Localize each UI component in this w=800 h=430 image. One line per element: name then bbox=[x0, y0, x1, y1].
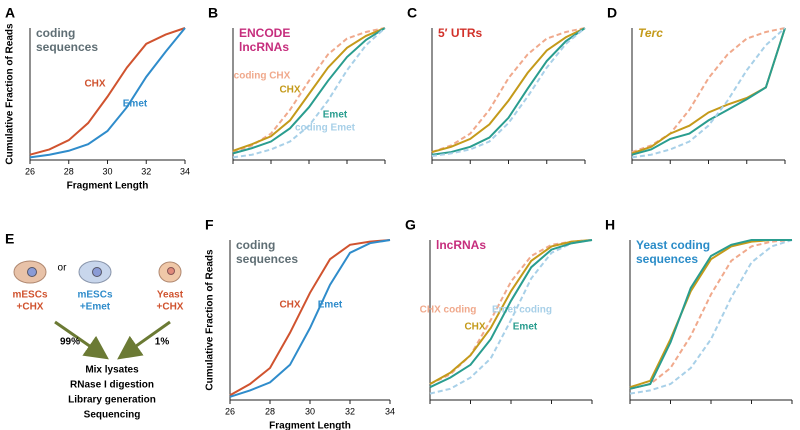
cells bbox=[13, 260, 182, 284]
panel-title: ENCODE lncRNAs bbox=[239, 26, 291, 54]
step-label: RNase I digestion bbox=[70, 380, 154, 391]
step-label: Sequencing bbox=[84, 410, 141, 421]
x-tick-label: 34 bbox=[385, 406, 395, 416]
x-tick-label: 26 bbox=[25, 166, 35, 176]
series-line bbox=[229, 239, 391, 398]
fraction-label: 99% bbox=[60, 337, 80, 348]
series-line bbox=[431, 27, 586, 154]
sample-label: Yeast bbox=[157, 290, 184, 301]
series-line bbox=[429, 239, 593, 389]
step-label: Library generation bbox=[68, 395, 156, 406]
series-label: CHX bbox=[84, 79, 105, 90]
series-label: CHX bbox=[464, 322, 485, 333]
x-tick-label: 32 bbox=[345, 406, 355, 416]
series-line bbox=[629, 239, 793, 390]
step-label: Mix lysates bbox=[85, 365, 139, 376]
series-line bbox=[431, 27, 586, 158]
series-label: Emet coding bbox=[492, 305, 552, 316]
series-line bbox=[629, 239, 793, 395]
nucleus bbox=[92, 267, 102, 277]
panel-label: G bbox=[405, 217, 416, 233]
x-tick-label: 26 bbox=[225, 406, 235, 416]
nucleus bbox=[167, 267, 175, 275]
arrow bbox=[54, 320, 109, 360]
panel-label: B bbox=[208, 5, 218, 21]
panel-label: D bbox=[607, 5, 617, 21]
series-line bbox=[29, 27, 186, 156]
series-line bbox=[431, 27, 586, 154]
x-axis-label: Fragment Length bbox=[269, 421, 351, 430]
panel-label: A bbox=[5, 5, 15, 21]
panel-label: C bbox=[407, 5, 417, 21]
series-label: CHX bbox=[279, 85, 300, 96]
series-line bbox=[229, 239, 391, 397]
panel-label: H bbox=[605, 217, 615, 233]
series-label: Emet bbox=[323, 110, 348, 121]
x-tick-label: 28 bbox=[265, 406, 275, 416]
x-tick-label: 28 bbox=[64, 166, 74, 176]
series-label: coding Emet bbox=[295, 123, 356, 134]
series-label: Emet bbox=[318, 300, 343, 311]
panel-title: lncRNAs bbox=[436, 238, 487, 252]
series-line bbox=[232, 27, 386, 159]
series-line bbox=[232, 27, 386, 152]
sample-label: mESCs bbox=[12, 290, 47, 301]
series-label: coding CHX bbox=[234, 71, 291, 82]
series-label: Emet bbox=[123, 99, 148, 110]
sample-label: +Emet bbox=[80, 302, 111, 313]
x-tick-label: 32 bbox=[141, 166, 151, 176]
sample-label: mESCs bbox=[77, 290, 112, 301]
panel-title: coding sequences bbox=[236, 238, 299, 266]
x-tick-label: 30 bbox=[305, 406, 315, 416]
panel-title: coding sequences bbox=[36, 26, 99, 54]
series-line bbox=[631, 27, 786, 159]
series-line bbox=[29, 27, 186, 159]
panel-title: Yeast coding sequences bbox=[636, 238, 711, 266]
panel-title: 5′ UTRs bbox=[438, 26, 483, 40]
or-label: or bbox=[58, 263, 68, 274]
y-axis-label: Cumulative Fraction of Reads bbox=[205, 249, 216, 391]
sample-label: +CHX bbox=[157, 302, 184, 313]
fraction-label: 1% bbox=[155, 337, 170, 348]
series-label: CHX coding bbox=[420, 305, 477, 316]
x-tick-label: 30 bbox=[102, 166, 112, 176]
sample-label: +CHX bbox=[17, 302, 44, 313]
series-label: Emet bbox=[513, 322, 538, 333]
x-axis-label: Fragment Length bbox=[67, 181, 149, 192]
series-line bbox=[232, 27, 386, 155]
y-axis-label: Cumulative Fraction of Reads bbox=[5, 23, 16, 165]
arrow bbox=[117, 320, 171, 360]
nucleus bbox=[27, 267, 37, 277]
series-line bbox=[429, 239, 593, 385]
series-line bbox=[631, 27, 786, 156]
panel-label: F bbox=[205, 217, 214, 233]
series-label: CHX bbox=[279, 300, 300, 311]
series-line bbox=[429, 239, 593, 395]
series-line bbox=[431, 27, 586, 156]
panel-label: E bbox=[5, 231, 14, 247]
panel-title: Terc bbox=[638, 26, 663, 40]
x-tick-label: 34 bbox=[180, 166, 190, 176]
series-line bbox=[629, 239, 792, 390]
